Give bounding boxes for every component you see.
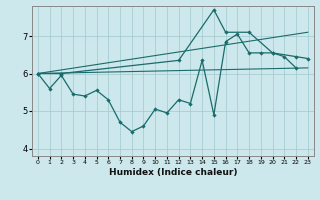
- X-axis label: Humidex (Indice chaleur): Humidex (Indice chaleur): [108, 168, 237, 177]
